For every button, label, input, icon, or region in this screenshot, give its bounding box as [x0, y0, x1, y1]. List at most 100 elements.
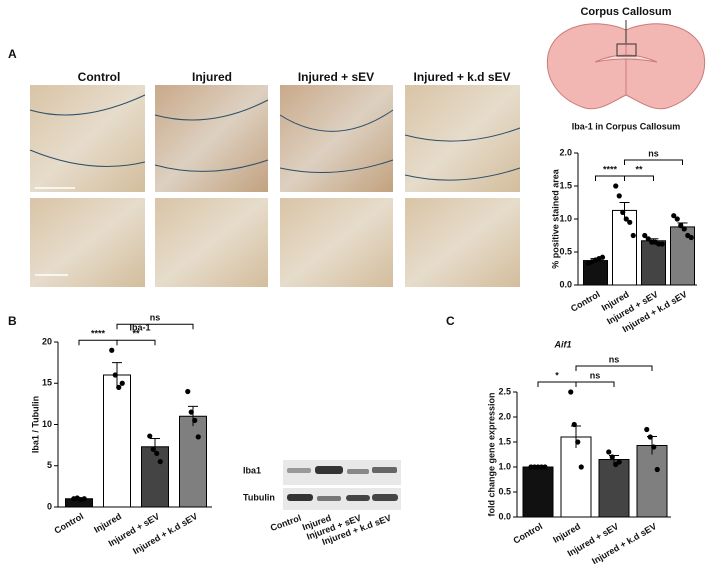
- significance-bracket: [624, 175, 654, 181]
- significance-label: ns: [648, 148, 659, 158]
- significance-bracket: [624, 159, 683, 165]
- bar: [179, 415, 207, 508]
- micrographs: [29, 85, 521, 287]
- band: [287, 468, 311, 473]
- chart-title: Aif1: [553, 339, 571, 349]
- data-point: [109, 347, 115, 353]
- column-header: Injured + k.d sEV: [413, 70, 510, 84]
- significance-label: **: [635, 164, 643, 174]
- y-tick-label: 5: [47, 460, 52, 470]
- data-point: [571, 421, 577, 428]
- data-point: [154, 450, 160, 456]
- data-point: [627, 219, 633, 225]
- boundary: [404, 127, 521, 181]
- significance-bracket: [78, 339, 118, 346]
- band: [346, 495, 370, 501]
- significance-label: ****: [603, 164, 618, 174]
- data-point: [659, 241, 665, 247]
- bar: [103, 374, 131, 508]
- significance-label: ns: [150, 313, 161, 323]
- data-point: [116, 384, 122, 390]
- band: [317, 496, 341, 501]
- data-point: [671, 213, 677, 219]
- data-point: [185, 388, 191, 395]
- y-tick-label: 0.5: [559, 246, 572, 256]
- y-tick-label: 0.0: [559, 279, 572, 289]
- diagram-title: Corpus Callosum: [580, 6, 671, 18]
- blot-strip: [283, 488, 401, 510]
- bar: [560, 436, 592, 518]
- micrograph: [155, 85, 268, 192]
- y-tick-label: 10: [42, 419, 52, 429]
- y-tick-label: 0: [47, 501, 52, 511]
- y-tick-label: 0.0: [498, 511, 511, 521]
- data-point: [616, 193, 622, 199]
- significance-bracket: [575, 381, 615, 387]
- data-point: [613, 183, 619, 189]
- micrograph: [405, 85, 520, 192]
- data-point: [188, 409, 194, 415]
- boundary: [154, 99, 269, 172]
- y-axis-label: Iba1 / Tubulin: [30, 396, 40, 453]
- region-box: [616, 43, 637, 57]
- significance-label: ns: [590, 370, 601, 380]
- micrograph: [30, 85, 145, 192]
- bar: [636, 445, 668, 518]
- significance-bracket: [116, 339, 156, 346]
- significance-bracket: [595, 175, 625, 181]
- chart-title: Iba-1 in Corpus Callosum: [572, 121, 681, 131]
- panel-label: C: [446, 314, 455, 328]
- data-point: [119, 380, 125, 386]
- data-point: [616, 459, 622, 465]
- blot-row-label: Iba1: [243, 465, 261, 475]
- y-tick-label: 0.5: [498, 486, 511, 496]
- micrograph: [155, 198, 268, 287]
- data-point: [150, 446, 156, 452]
- band: [287, 494, 313, 501]
- data-point: [620, 209, 626, 215]
- data-point: [575, 439, 581, 445]
- x-tick-label: Injured + k.d sEV: [590, 521, 658, 564]
- y-tick-label: 1.5: [559, 180, 572, 190]
- x-tick-label: Control: [511, 521, 544, 546]
- data-point: [674, 216, 680, 222]
- y-tick-label: 2.0: [559, 147, 572, 157]
- y-axis-label: fold change gene expression: [486, 392, 496, 516]
- blot-row-label: Tubulin: [243, 492, 275, 502]
- bar: [641, 240, 666, 286]
- data-point: [644, 426, 650, 433]
- data-point: [192, 417, 198, 423]
- data-point: [645, 236, 651, 242]
- significance-label: **: [132, 329, 140, 339]
- data-point: [651, 444, 657, 450]
- boundary: [29, 94, 146, 167]
- y-tick-label: 20: [42, 336, 52, 346]
- data-point: [630, 232, 636, 239]
- corpus-callosum: [594, 54, 658, 63]
- band: [372, 494, 398, 501]
- x-tick-label: Injured: [551, 521, 582, 545]
- data-point: [81, 496, 87, 502]
- y-tick-label: 2.0: [498, 411, 511, 421]
- significance-label: ns: [609, 354, 620, 364]
- significance-bracket: [575, 365, 653, 371]
- data-point: [623, 216, 629, 222]
- panel-label: B: [8, 314, 17, 328]
- significance-label: ****: [91, 329, 106, 339]
- data-point: [609, 454, 615, 460]
- y-tick-label: 1.0: [559, 213, 572, 223]
- data-point: [642, 232, 648, 239]
- column-header: Control: [78, 70, 121, 84]
- data-point: [606, 449, 612, 455]
- x-tick-label: Injured + k.d sEV: [131, 511, 199, 556]
- y-tick-label: 1.0: [498, 461, 511, 471]
- band: [315, 466, 343, 474]
- y-axis-label: % positive stained area: [550, 168, 560, 269]
- brain-diagram: [546, 20, 706, 110]
- data-point: [578, 464, 584, 470]
- band: [347, 469, 369, 474]
- bar: [612, 209, 637, 286]
- data-point: [678, 223, 684, 229]
- data-point: [112, 372, 118, 378]
